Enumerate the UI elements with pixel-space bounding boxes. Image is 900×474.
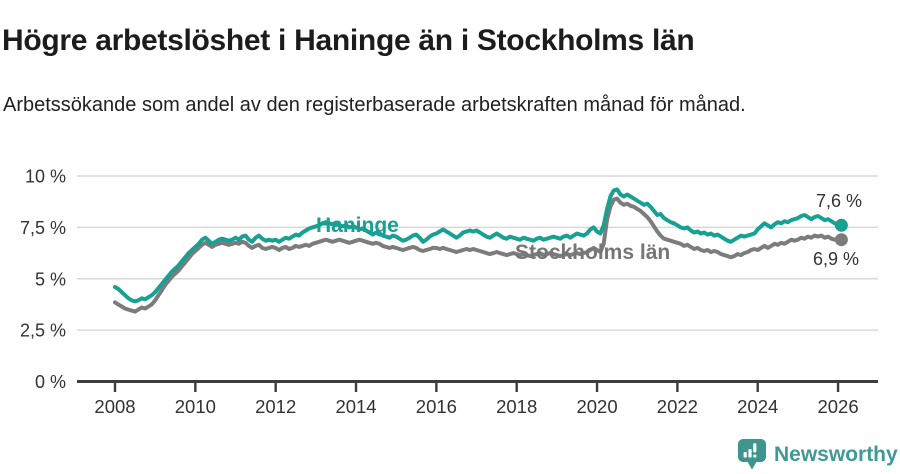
end-dot-haninge (834, 218, 848, 232)
x-axis-label: 2018 (496, 396, 537, 417)
y-axis-label: 7,5 % (20, 218, 66, 238)
x-axis-label: 2008 (94, 396, 135, 417)
y-axis-label: 0 % (35, 372, 66, 392)
x-axis-label: 2016 (416, 396, 457, 417)
x-axis-label: 2020 (576, 396, 617, 417)
x-axis-label: 2022 (657, 396, 698, 417)
series-line-haninge (113, 187, 844, 304)
end-value-label-haninge: 7,6 % (816, 191, 863, 211)
chart-subtitle: Arbetssökande som andel av den registerb… (3, 94, 746, 116)
series-label-stockholms-lan: Stockholms län (515, 241, 671, 264)
x-axis-label: 2010 (175, 396, 216, 417)
newsworthy-logo-icon (738, 439, 766, 470)
chart-title: Högre arbetslöshet i Haninge än i Stockh… (2, 24, 695, 58)
newsworthy-wordmark: Newsworthy (774, 442, 898, 466)
y-axis-label: 2,5 % (20, 321, 66, 341)
newsworthy-logo[interactable]: Newsworthy (737, 438, 898, 471)
y-axis-label: 10 % (25, 167, 66, 187)
x-axis-label: 2012 (255, 396, 296, 417)
end-dot-stockholms-lan (834, 233, 848, 247)
end-value-label-stockholms-lan: 6,9 % (813, 249, 860, 269)
series-line-stockholms-lan (113, 196, 844, 314)
y-axis-label: 5 % (35, 269, 66, 289)
series-label-haninge: Haninge (316, 214, 399, 237)
x-axis-label: 2014 (335, 396, 376, 417)
x-axis-label: 2026 (817, 396, 858, 417)
x-axis-label: 2024 (737, 396, 778, 417)
